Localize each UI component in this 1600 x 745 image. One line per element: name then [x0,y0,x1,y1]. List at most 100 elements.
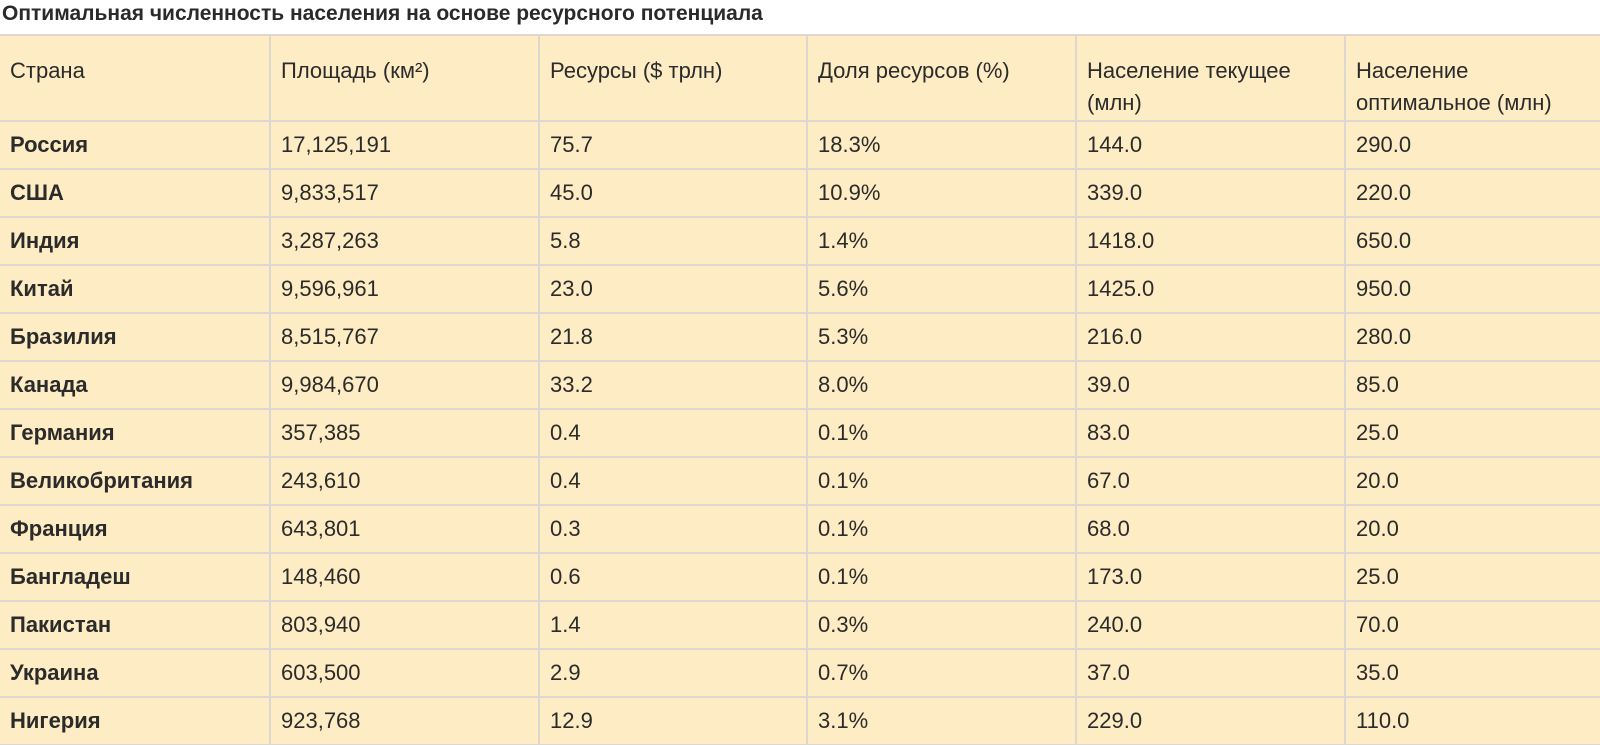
current-population-cell: 39.0 [1075,360,1346,410]
area-cell: 148,460 [269,552,540,602]
resources-cell: 21.8 [538,312,808,362]
optimal-population-cell: 950.0 [1344,264,1600,314]
table-row: Китай 9,596,961 23.0 5.6% 1425.0 950.0 [0,264,1600,314]
table-row: Пакистан 803,940 1.4 0.3% 240.0 70.0 [0,600,1600,650]
current-population-cell: 339.0 [1075,168,1346,218]
area-cell: 243,610 [269,456,540,506]
country-cell: Бангладеш [0,552,271,602]
resources-cell: 0.3 [538,504,808,554]
resource-share-cell: 18.3% [806,120,1077,170]
area-cell: 3,287,263 [269,216,540,266]
country-cell: Канада [0,360,271,410]
column-header-country: Страна [0,34,271,122]
country-cell: Франция [0,504,271,554]
column-header-resource-share: Доля ресурсов (%) [806,34,1077,122]
current-population-cell: 144.0 [1075,120,1346,170]
table-row: Бразилия 8,515,767 21.8 5.3% 216.0 280.0 [0,312,1600,362]
table-row: США 9,833,517 45.0 10.9% 339.0 220.0 [0,168,1600,218]
optimal-population-cell: 650.0 [1344,216,1600,266]
table-row: Индия 3,287,263 5.8 1.4% 1418.0 650.0 [0,216,1600,266]
optimal-population-cell: 280.0 [1344,312,1600,362]
country-cell: Германия [0,408,271,458]
table-row: Нигерия 923,768 12.9 3.1% 229.0 110.0 [0,696,1600,745]
table-row: Канада 9,984,670 33.2 8.0% 39.0 85.0 [0,360,1600,410]
current-population-cell: 68.0 [1075,504,1346,554]
resource-share-cell: 0.1% [806,504,1077,554]
current-population-cell: 83.0 [1075,408,1346,458]
optimal-population-cell: 220.0 [1344,168,1600,218]
table-row: Россия 17,125,191 75.7 18.3% 144.0 290.0 [0,120,1600,170]
resource-share-cell: 1.4% [806,216,1077,266]
resources-cell: 0.6 [538,552,808,602]
resources-cell: 45.0 [538,168,808,218]
resource-share-cell: 8.0% [806,360,1077,410]
resource-share-cell: 0.1% [806,552,1077,602]
optimal-population-cell: 25.0 [1344,552,1600,602]
country-cell: Украина [0,648,271,698]
current-population-cell: 1418.0 [1075,216,1346,266]
table-row: Франция 643,801 0.3 0.1% 68.0 20.0 [0,504,1600,554]
resources-cell: 2.9 [538,648,808,698]
resources-cell: 0.4 [538,456,808,506]
resource-share-cell: 0.7% [806,648,1077,698]
table-row: Бангладеш 148,460 0.6 0.1% 173.0 25.0 [0,552,1600,602]
column-header-area: Площадь (км²) [269,34,540,122]
optimal-population-cell: 20.0 [1344,456,1600,506]
current-population-cell: 1425.0 [1075,264,1346,314]
resource-share-cell: 0.1% [806,408,1077,458]
area-cell: 9,596,961 [269,264,540,314]
area-cell: 923,768 [269,696,540,745]
optimal-population-cell: 85.0 [1344,360,1600,410]
current-population-cell: 229.0 [1075,696,1346,745]
resource-share-cell: 0.1% [806,456,1077,506]
area-cell: 17,125,191 [269,120,540,170]
current-population-cell: 37.0 [1075,648,1346,698]
country-cell: Пакистан [0,600,271,650]
area-cell: 8,515,767 [269,312,540,362]
column-header-current-population: Население текущее (млн) [1075,34,1346,122]
area-cell: 603,500 [269,648,540,698]
current-population-cell: 240.0 [1075,600,1346,650]
area-cell: 9,984,670 [269,360,540,410]
resource-share-cell: 5.6% [806,264,1077,314]
country-cell: США [0,168,271,218]
country-cell: Нигерия [0,696,271,745]
resources-cell: 12.9 [538,696,808,745]
country-cell: Китай [0,264,271,314]
optimal-population-cell: 110.0 [1344,696,1600,745]
table-row: Германия 357,385 0.4 0.1% 83.0 25.0 [0,408,1600,458]
page-title: Оптимальная численность населения на осн… [2,2,763,25]
column-header-resources: Ресурсы ($ трлн) [538,34,808,122]
area-cell: 357,385 [269,408,540,458]
optimal-population-cell: 20.0 [1344,504,1600,554]
table-row: Великобритания 243,610 0.4 0.1% 67.0 20.0 [0,456,1600,506]
country-cell: Великобритания [0,456,271,506]
country-cell: Бразилия [0,312,271,362]
resource-share-cell: 3.1% [806,696,1077,745]
country-cell: Россия [0,120,271,170]
optimal-population-cell: 25.0 [1344,408,1600,458]
current-population-cell: 67.0 [1075,456,1346,506]
column-header-optimal-population: Население оптимальное (млн) [1344,34,1600,122]
resource-share-cell: 5.3% [806,312,1077,362]
resources-cell: 75.7 [538,120,808,170]
resource-share-cell: 0.3% [806,600,1077,650]
current-population-cell: 216.0 [1075,312,1346,362]
resources-cell: 33.2 [538,360,808,410]
country-cell: Индия [0,216,271,266]
resources-cell: 23.0 [538,264,808,314]
optimal-population-cell: 70.0 [1344,600,1600,650]
area-cell: 9,833,517 [269,168,540,218]
resources-cell: 0.4 [538,408,808,458]
table-row: Украина 603,500 2.9 0.7% 37.0 35.0 [0,648,1600,698]
table-body: Россия 17,125,191 75.7 18.3% 144.0 290.0 США 9,… [0,120,1600,745]
population-table: Страна Площадь (км²) Ресурсы ($ трлн) До… [0,34,1600,745]
optimal-population-cell: 290.0 [1344,120,1600,170]
resource-share-cell: 10.9% [806,168,1077,218]
optimal-population-cell: 35.0 [1344,648,1600,698]
resources-cell: 5.8 [538,216,808,266]
area-cell: 803,940 [269,600,540,650]
table-header-row: Страна Площадь (км²) Ресурсы ($ трлн) До… [0,34,1600,122]
current-population-cell: 173.0 [1075,552,1346,602]
